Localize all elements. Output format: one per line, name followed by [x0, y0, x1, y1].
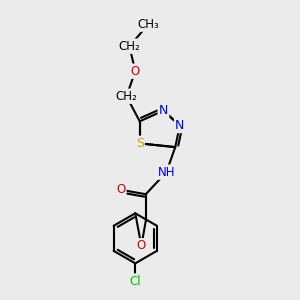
Text: N: N	[159, 104, 168, 117]
Text: N: N	[175, 119, 184, 132]
Text: O: O	[137, 239, 146, 252]
Text: CH₃: CH₃	[138, 18, 159, 31]
Text: NH: NH	[158, 166, 175, 178]
Text: CH₂: CH₂	[118, 40, 140, 53]
Text: S: S	[136, 137, 144, 150]
Text: CH₂: CH₂	[116, 90, 137, 103]
Text: Cl: Cl	[130, 274, 141, 287]
Text: O: O	[131, 65, 140, 78]
Text: O: O	[116, 183, 125, 196]
